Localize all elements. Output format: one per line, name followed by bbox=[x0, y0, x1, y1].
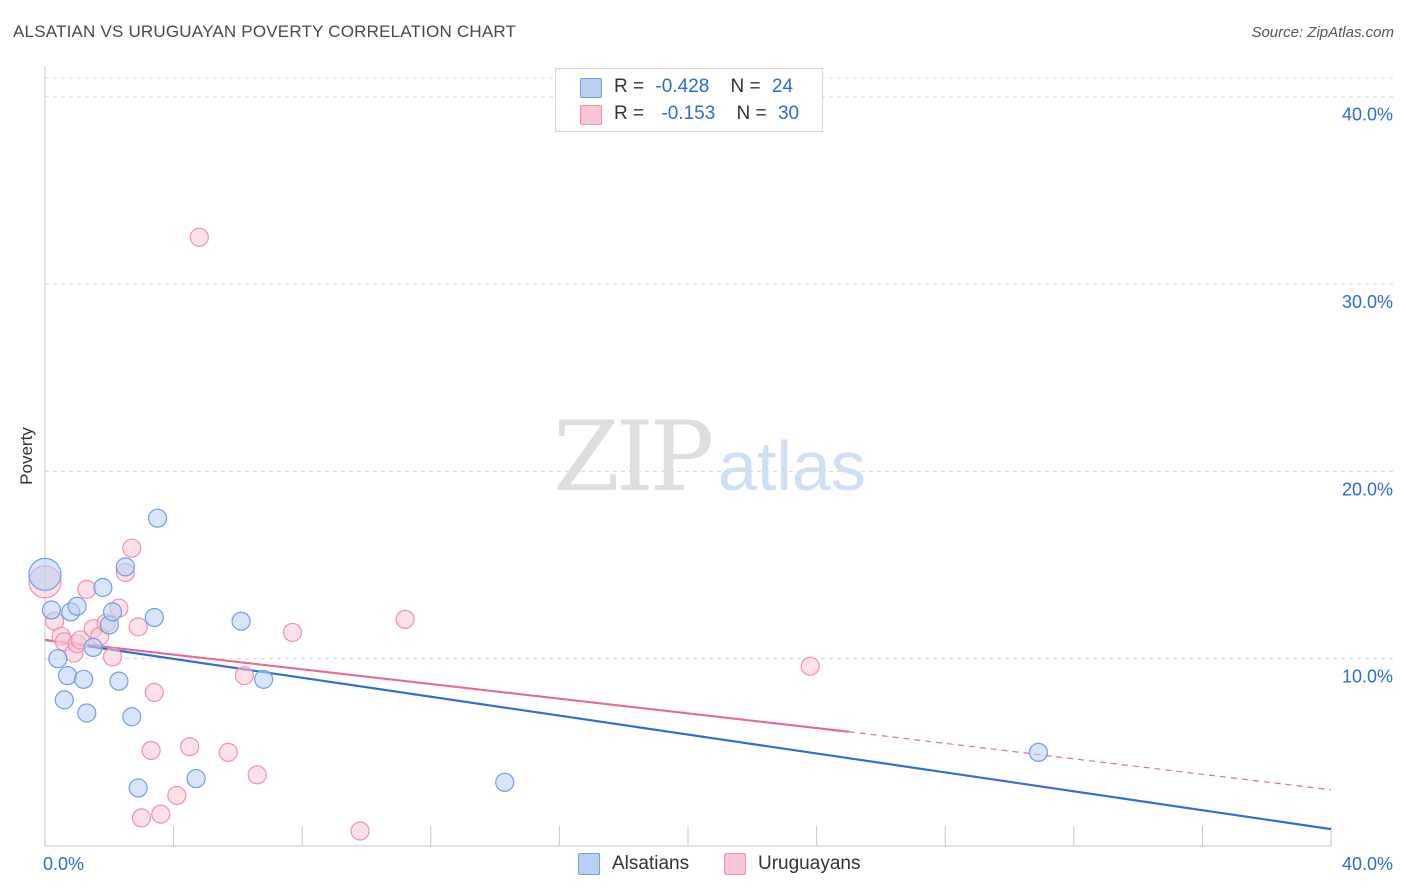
point-alsatians bbox=[67, 596, 87, 616]
trend-lines bbox=[44, 638, 1332, 831]
watermark-atlas: atlas bbox=[718, 427, 866, 505]
point-uruguayans bbox=[167, 785, 187, 806]
legend-r-label: R = bbox=[614, 103, 645, 124]
bottom-legend-label-alsatians: Alsatians bbox=[612, 853, 690, 874]
trend-line-uruguayans-extension bbox=[848, 731, 1332, 791]
point-alsatians bbox=[57, 665, 78, 686]
point-uruguayans bbox=[144, 682, 164, 703]
point-uruguayans bbox=[102, 647, 123, 667]
point-uruguayans bbox=[180, 737, 200, 757]
point-uruguayans bbox=[218, 742, 238, 762]
point-uruguayans bbox=[151, 804, 171, 824]
point-uruguayans bbox=[131, 808, 152, 828]
watermark-zip: ZIP bbox=[553, 401, 712, 513]
chart-title: ALSATIAN VS URUGUAYAN POVERTY CORRELATIO… bbox=[13, 22, 517, 41]
grid-lines bbox=[45, 77, 1393, 660]
data-points bbox=[28, 227, 1049, 841]
point-uruguayans bbox=[234, 665, 254, 686]
legend-n-label: N = bbox=[730, 76, 761, 97]
point-alsatians bbox=[122, 707, 142, 727]
bottom-legend-swatch-alsatians bbox=[578, 853, 600, 875]
legend-r-label: R = bbox=[614, 76, 645, 97]
point-alsatians bbox=[54, 690, 74, 710]
point-uruguayans bbox=[141, 740, 161, 761]
x-tick-label: 40.0% bbox=[1342, 854, 1393, 874]
point-uruguayans bbox=[189, 227, 209, 247]
point-alsatians bbox=[231, 611, 251, 631]
axes bbox=[44, 66, 1332, 847]
legend-n-value: 24 bbox=[771, 76, 794, 97]
trend-line-uruguayans bbox=[44, 638, 849, 733]
point-alsatians bbox=[109, 671, 129, 691]
legend-n-label: N = bbox=[736, 103, 767, 124]
point-alsatians bbox=[28, 557, 62, 591]
y-tick-label: 30.0% bbox=[1342, 292, 1393, 312]
point-alsatians bbox=[93, 577, 113, 598]
point-alsatians bbox=[102, 602, 123, 622]
point-alsatians bbox=[1028, 742, 1049, 762]
point-alsatians bbox=[128, 778, 148, 798]
tick-labels: 10.0% 20.0% 30.0% 40.0% 0.0% 40.0% bbox=[43, 105, 1393, 874]
point-alsatians bbox=[73, 669, 94, 689]
point-alsatians bbox=[147, 508, 168, 528]
legend-r-value: -0.428 bbox=[655, 76, 710, 97]
point-alsatians bbox=[254, 669, 274, 689]
watermark: ZIP atlas bbox=[553, 401, 866, 513]
point-alsatians bbox=[144, 607, 164, 628]
bottom-legend-label-uruguayans: Uruguayans bbox=[758, 853, 861, 874]
source-label: Source: ZipAtlas.com bbox=[1251, 24, 1394, 41]
point-alsatians bbox=[77, 703, 97, 723]
legend-r-value: -0.153 bbox=[661, 103, 716, 124]
correlation-legend: R = -0.428 N = 24 R = -0.153 N = 30 bbox=[555, 68, 823, 132]
point-alsatians bbox=[41, 600, 62, 620]
point-uruguayans bbox=[247, 765, 267, 785]
point-alsatians bbox=[495, 772, 515, 792]
point-uruguayans bbox=[800, 656, 820, 676]
point-uruguayans bbox=[282, 622, 303, 643]
point-uruguayans bbox=[350, 821, 370, 841]
point-alsatians bbox=[83, 637, 103, 658]
legend-swatch-uruguayans bbox=[580, 105, 602, 125]
point-alsatians bbox=[115, 557, 135, 577]
point-uruguayans bbox=[395, 609, 415, 629]
legend-n-value: 30 bbox=[777, 103, 800, 124]
x-tick-label: 0.0% bbox=[43, 854, 84, 874]
y-tick-label: 10.0% bbox=[1342, 667, 1393, 687]
point-uruguayans bbox=[128, 617, 148, 637]
legend-swatch-alsatians bbox=[580, 78, 602, 98]
point-alsatians bbox=[48, 649, 68, 669]
point-uruguayans bbox=[122, 538, 142, 558]
y-tick-label: 40.0% bbox=[1342, 105, 1393, 125]
bottom-legend-swatch-uruguayans bbox=[724, 853, 746, 875]
y-tick-label: 20.0% bbox=[1342, 479, 1393, 499]
trend-line-alsatians bbox=[44, 638, 1332, 831]
point-alsatians bbox=[186, 768, 206, 789]
point-uruguayans bbox=[77, 579, 97, 599]
